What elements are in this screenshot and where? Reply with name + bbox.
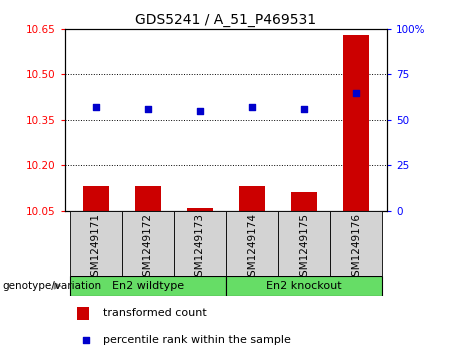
Bar: [187, 208, 213, 211]
Text: GSM1249173: GSM1249173: [195, 212, 205, 282]
Bar: [291, 192, 317, 211]
Point: [82, 337, 89, 343]
Bar: [330, 211, 382, 276]
Bar: [122, 211, 174, 276]
Point: [196, 108, 204, 114]
Point: [92, 104, 100, 110]
Text: En2 knockout: En2 knockout: [266, 281, 342, 291]
Bar: [83, 186, 109, 211]
Bar: [70, 276, 226, 296]
Bar: [135, 186, 161, 211]
Text: transformed count: transformed count: [103, 308, 207, 318]
Text: En2 wildtype: En2 wildtype: [112, 281, 184, 291]
Text: percentile rank within the sample: percentile rank within the sample: [103, 335, 291, 345]
Text: GSM1249176: GSM1249176: [351, 212, 361, 282]
Bar: [343, 35, 369, 211]
Bar: [278, 211, 330, 276]
Bar: [226, 211, 278, 276]
Point: [352, 90, 360, 95]
Point: [248, 104, 255, 110]
Bar: [226, 276, 382, 296]
Point: [144, 106, 152, 112]
Text: GSM1249171: GSM1249171: [91, 212, 101, 282]
Text: GSM1249174: GSM1249174: [247, 212, 257, 282]
Bar: [239, 186, 265, 211]
Text: GSM1249175: GSM1249175: [299, 212, 309, 282]
Bar: [174, 211, 226, 276]
Point: [300, 106, 307, 112]
Text: genotype/variation: genotype/variation: [2, 281, 101, 291]
Text: GSM1249172: GSM1249172: [143, 212, 153, 282]
Bar: [70, 211, 122, 276]
Title: GDS5241 / A_51_P469531: GDS5241 / A_51_P469531: [136, 13, 316, 26]
Bar: [77, 307, 89, 320]
